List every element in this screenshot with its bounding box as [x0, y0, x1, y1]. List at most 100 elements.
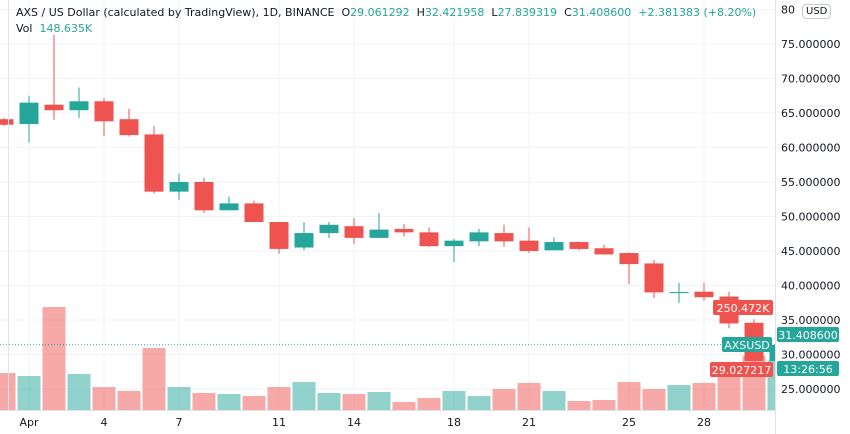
- volume-bar: [267, 387, 291, 410]
- candle-body: [244, 203, 264, 223]
- candle-body: [0, 119, 14, 125]
- x-tick-label: 4: [101, 416, 108, 429]
- candle-body: [194, 182, 214, 211]
- volume-bar: [317, 393, 341, 410]
- volume-bar: [0, 373, 16, 410]
- symbol-tag-text: AXSUSD: [724, 339, 770, 352]
- currency-button[interactable]: USD: [802, 4, 832, 19]
- x-tick-label: 14: [347, 416, 361, 429]
- candle-body: [769, 344, 775, 361]
- y-tick-label: 35.000000: [781, 314, 841, 327]
- y-tick-label: 25.000000: [781, 383, 841, 396]
- high-value: 32.421958: [424, 6, 485, 19]
- y-tick-label: 45.000000: [781, 245, 841, 258]
- candle-body: [169, 182, 189, 192]
- high-label: H: [416, 6, 425, 19]
- candle-body: [144, 134, 164, 192]
- low-value: 27.839319: [497, 6, 558, 19]
- low-marker-tag: 29.027217: [710, 362, 773, 377]
- candle-body: [369, 229, 389, 238]
- volume-bar: [517, 383, 541, 410]
- candle-body: [394, 228, 414, 233]
- candle-body: [19, 102, 39, 125]
- open-label: O: [341, 6, 351, 19]
- volume-bar: [467, 396, 491, 410]
- symbol-tag: AXSUSD: [722, 337, 772, 352]
- volume-bar: [767, 360, 775, 410]
- low-marker-tag-bg: [710, 362, 773, 377]
- close-value: 31.408600: [571, 6, 632, 19]
- countdown-tag: 13:26:56: [777, 361, 839, 376]
- candle-body: [469, 232, 489, 242]
- close-label: C: [564, 6, 572, 19]
- vol-label: Vol: [16, 22, 33, 35]
- symbol-title: AXS / US Dollar (calculated by TradingVi…: [16, 6, 335, 19]
- y-tick-label: 65.000000: [781, 107, 841, 120]
- volume-bar: [367, 392, 391, 410]
- candle-body: [519, 240, 539, 251]
- countdown-tag-bg: [777, 361, 839, 376]
- volume-bar: [17, 376, 41, 410]
- last-price-tag-text: 31.408600: [778, 329, 838, 342]
- open-value: 29.061292: [350, 6, 410, 19]
- volume-bar: [67, 374, 91, 410]
- y-tick-label: 80: [781, 4, 795, 17]
- candle-body: [669, 292, 689, 294]
- candle-body: [569, 242, 589, 249]
- x-tick-label: 11: [272, 416, 286, 429]
- volume-bar: [617, 382, 641, 410]
- candle-body: [219, 203, 239, 211]
- candle-body: [494, 233, 514, 242]
- y-tick-label: 70.000000: [781, 73, 841, 86]
- candle-body: [619, 253, 639, 265]
- x-tick-label: 7: [176, 416, 183, 429]
- volume-marker-tag-bg: [713, 300, 773, 315]
- volume-bar: [717, 367, 741, 410]
- volume-bar: [117, 391, 141, 410]
- y-tick-label: 60.000000: [781, 142, 841, 155]
- volume-bar: [567, 401, 591, 410]
- volume-bar: [417, 398, 441, 410]
- volume-bar: [92, 387, 116, 410]
- candle-body: [44, 104, 64, 111]
- volume-bar: [392, 402, 416, 410]
- volume-bar: [667, 385, 691, 410]
- plot-area: [0, 0, 775, 410]
- y-tick-label: 75.000000: [781, 38, 841, 51]
- candle-body: [319, 224, 339, 234]
- low-label: L: [491, 6, 498, 19]
- y-tick-label: 50.000000: [781, 211, 841, 224]
- x-tick-label: 18: [447, 416, 461, 429]
- volume-bar: [692, 383, 716, 410]
- candle-body: [269, 222, 289, 249]
- candle-body: [419, 232, 439, 247]
- y-tick-label: 55.000000: [781, 176, 841, 189]
- candle-body: [644, 263, 664, 293]
- symbol-tag-bg: [722, 337, 772, 352]
- candle-body: [294, 233, 314, 248]
- countdown-tag-text: 13:26:56: [783, 363, 832, 376]
- volume-bar: [242, 396, 266, 410]
- volume-bar: [342, 394, 366, 410]
- candle-body: [344, 226, 364, 238]
- volume-bar: [167, 387, 191, 410]
- x-tick-label: 28: [697, 416, 711, 429]
- volume-bar: [217, 394, 241, 410]
- candle-body: [544, 242, 564, 251]
- vol-value: 148.635K: [39, 22, 93, 35]
- candle-body: [94, 101, 114, 122]
- volume-bar: [542, 391, 566, 410]
- volume-bar: [142, 348, 166, 410]
- volume-marker-tag-text: 250.472K: [717, 302, 770, 315]
- candle-body: [119, 119, 139, 136]
- volume-bar: [192, 393, 216, 410]
- volume-bar: [492, 389, 516, 410]
- volume-bar: [592, 400, 616, 410]
- volume-bar: [642, 389, 666, 410]
- x-tick-label: Apr: [19, 416, 39, 429]
- x-tick-label: 21: [522, 416, 536, 429]
- volume-bar: [42, 307, 66, 410]
- y-tick-label: 40.000000: [781, 280, 841, 293]
- candle-body: [444, 240, 464, 247]
